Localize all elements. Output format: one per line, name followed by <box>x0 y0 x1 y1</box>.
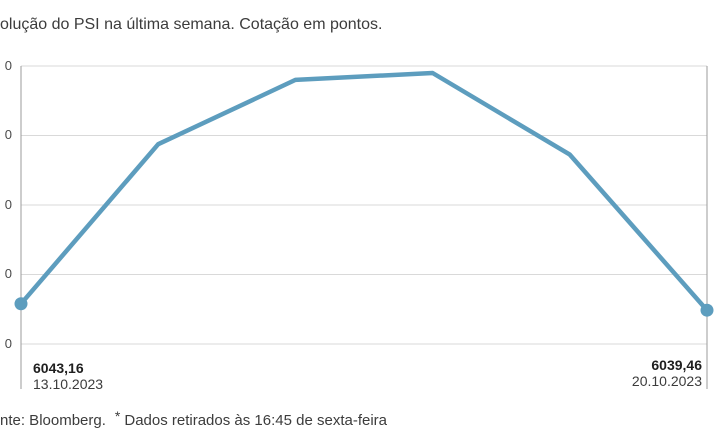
end-value-label: 6039,46 <box>651 357 702 373</box>
end-date-label: 20.10.2023 <box>631 373 702 389</box>
chart-title: olução do PSI na última semana. Cotação … <box>0 16 383 33</box>
source-note: nte: Bloomberg. * Dados retirados às 16:45… <box>0 408 388 430</box>
start-point-dot <box>14 297 28 311</box>
y-tick-label: 0 <box>4 127 12 142</box>
end-point-dot <box>700 303 714 317</box>
footnote-asterisk: * <box>114 408 121 424</box>
price-line <box>18 70 710 313</box>
y-tick-label: 0 <box>4 58 12 73</box>
y-tick-label: 0 <box>4 197 12 212</box>
start-value-label: 6043,16 <box>33 360 84 376</box>
footnote-text: Dados retirados às 16:45 de sexta-feira <box>124 412 388 429</box>
source-text: nte: Bloomberg. <box>0 412 106 429</box>
y-tick-label: 0 <box>4 266 12 281</box>
start-date-label: 13.10.2023 <box>33 376 104 392</box>
y-tick-label: 0 <box>4 336 12 351</box>
